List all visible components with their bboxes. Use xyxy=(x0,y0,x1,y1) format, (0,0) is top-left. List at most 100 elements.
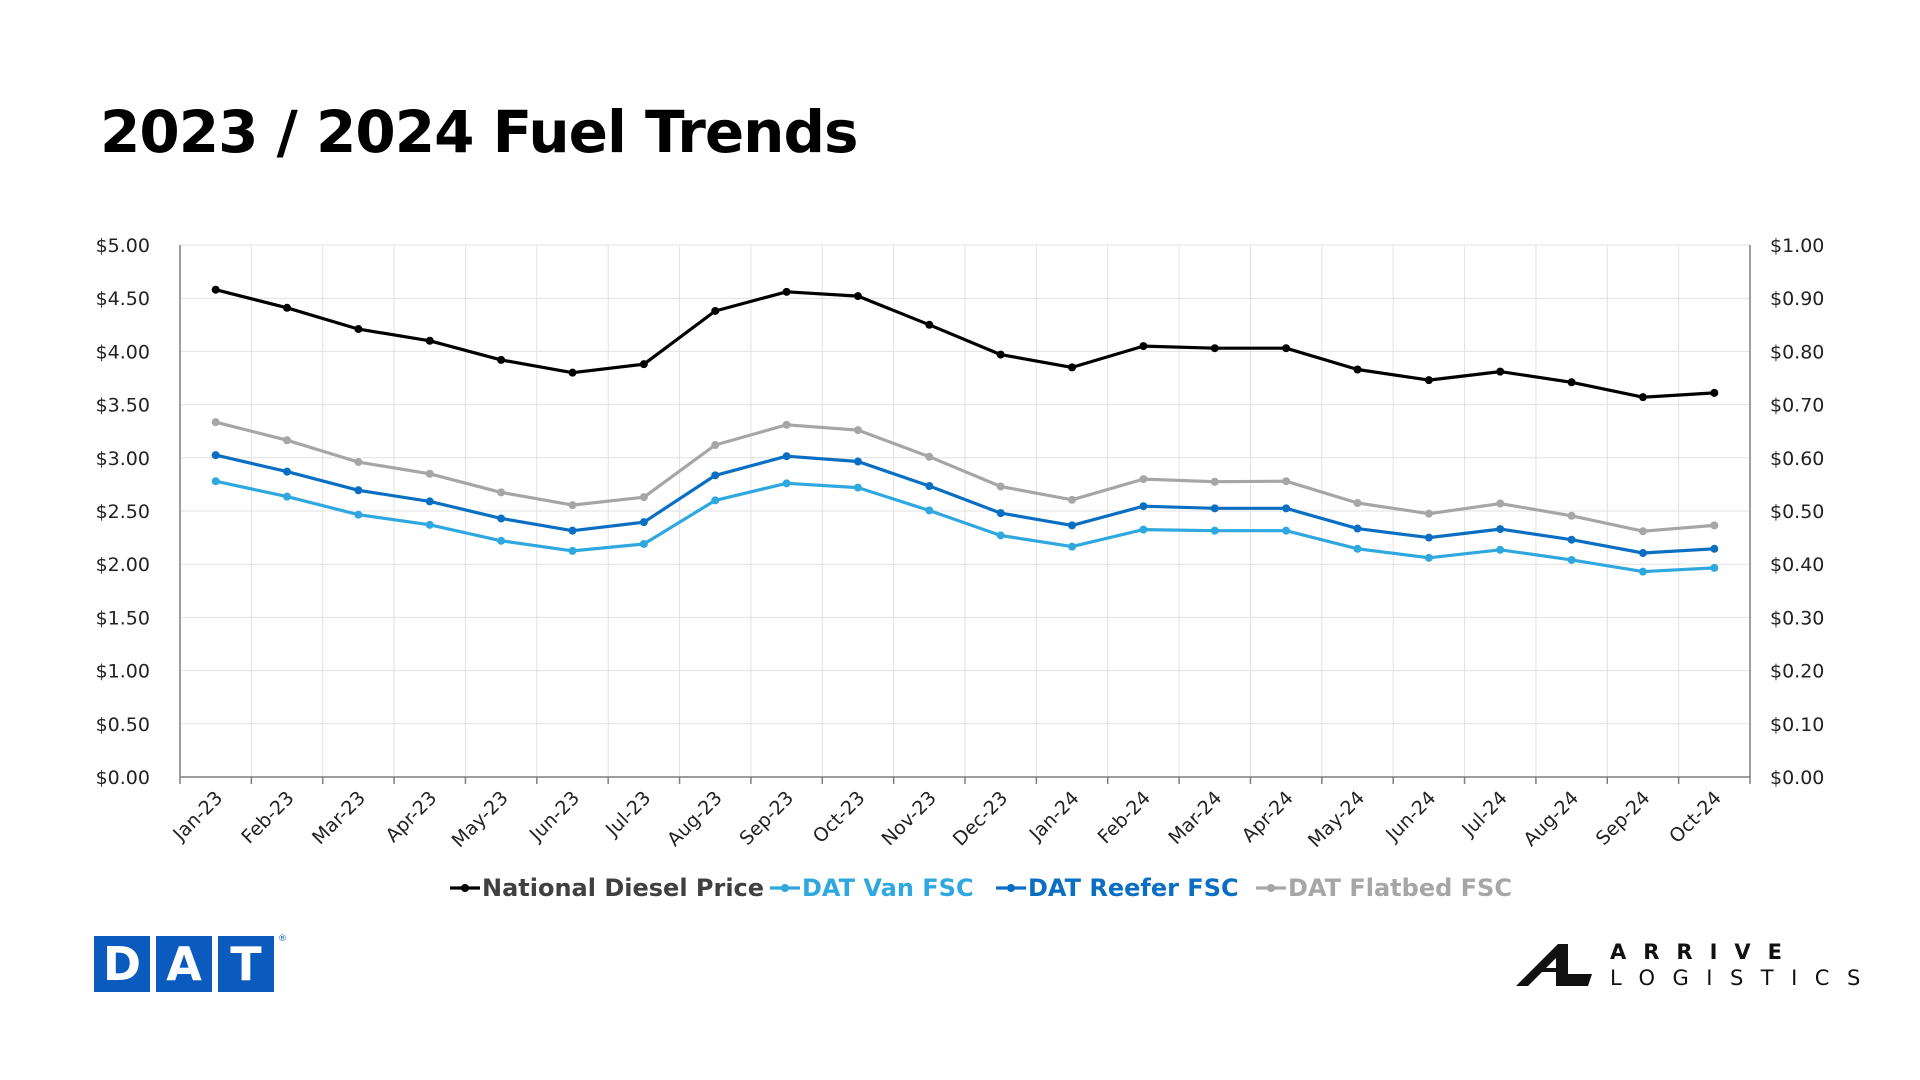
data-point xyxy=(1139,342,1148,351)
data-point xyxy=(1210,504,1219,513)
data-point xyxy=(211,477,220,486)
x-tick-label: Jan-23 xyxy=(168,787,227,846)
data-point xyxy=(782,479,791,488)
y-left-tick-label: $2.50 xyxy=(96,501,150,523)
x-tick-label: Feb-24 xyxy=(1094,787,1155,848)
data-point xyxy=(1210,526,1219,535)
axes xyxy=(179,245,1751,784)
data-point xyxy=(925,320,934,329)
data-point xyxy=(568,368,577,377)
x-tick-label: Oct-24 xyxy=(1665,787,1726,848)
series-line xyxy=(215,453,1715,555)
x-tick-label: Jun-24 xyxy=(1381,787,1440,846)
data-point xyxy=(782,420,791,429)
data-point xyxy=(1638,567,1647,576)
data-point xyxy=(425,497,434,506)
data-point xyxy=(1068,363,1077,372)
data-point xyxy=(996,482,1005,491)
data-point xyxy=(568,546,577,555)
legend-swatch-marker xyxy=(1267,884,1275,892)
data-point xyxy=(925,452,934,461)
data-point xyxy=(639,360,648,369)
arrive-logistics-logo: ARRIVE LOGISTICS xyxy=(1516,940,1878,990)
y-left-tick-label: $4.00 xyxy=(96,341,150,363)
data-point xyxy=(925,506,934,515)
data-point xyxy=(711,306,720,315)
x-tick-label: Jun-23 xyxy=(525,787,584,846)
legend-label: National Diesel Price xyxy=(482,874,764,902)
data-point xyxy=(711,441,720,450)
data-point xyxy=(639,493,648,502)
dat-logo-letter-d: D xyxy=(94,936,150,992)
data-point xyxy=(568,526,577,535)
y-right-tick-label: $0.90 xyxy=(1770,288,1824,310)
data-point xyxy=(853,292,862,301)
data-point xyxy=(925,481,934,490)
legend-item: National Diesel Price xyxy=(450,874,764,902)
y-right-tick-label: $0.70 xyxy=(1770,395,1824,417)
legend-swatch-marker xyxy=(781,884,789,892)
data-point xyxy=(996,350,1005,359)
data-point xyxy=(711,471,720,480)
data-point xyxy=(497,488,506,497)
x-tick-label: Sep-24 xyxy=(1592,787,1655,850)
data-point xyxy=(1353,544,1362,553)
y-left-tick-label: $3.50 xyxy=(96,395,150,417)
y-right-tick-label: $0.50 xyxy=(1770,501,1824,523)
x-tick-label: May-23 xyxy=(448,787,513,852)
series-dat-van-fsc xyxy=(211,477,1719,576)
data-point xyxy=(996,509,1005,518)
data-point xyxy=(1210,477,1219,486)
data-point xyxy=(1139,525,1148,534)
data-point xyxy=(996,531,1005,540)
data-point xyxy=(283,303,292,312)
series-line xyxy=(215,479,1715,574)
data-point xyxy=(211,418,220,427)
y-right-tick-label: $0.40 xyxy=(1770,554,1824,576)
fuel-trends-chart: $0.00 $0.00 $0.50 $0.10 $1.00 $0.20 $1.50 $0.30… xyxy=(96,235,1825,902)
data-point xyxy=(1424,376,1433,385)
data-point xyxy=(1638,549,1647,558)
y-left-tick-label: $1.50 xyxy=(96,607,150,629)
legend-label: DAT Van FSC xyxy=(802,874,974,902)
x-tick-label: Nov-23 xyxy=(877,787,940,850)
page-title: 2023 / 2024 Fuel Trends xyxy=(100,98,859,166)
x-tick-label: Oct-23 xyxy=(809,787,870,848)
series-national-diesel-price xyxy=(211,285,1719,402)
y-left-tick-label: $2.00 xyxy=(96,554,150,576)
x-tick-label: Sep-23 xyxy=(735,787,798,850)
data-point xyxy=(568,501,577,510)
data-point xyxy=(782,452,791,461)
data-point xyxy=(1139,475,1148,484)
legend-item: DAT Reefer FSC xyxy=(996,874,1239,902)
x-tick-label: Aug-23 xyxy=(663,787,727,851)
x-tick-label: Jul-23 xyxy=(601,787,655,841)
data-point xyxy=(1567,555,1576,564)
series-line xyxy=(215,288,1715,399)
data-point xyxy=(1068,542,1077,551)
data-point xyxy=(1210,344,1219,353)
y-right-tick-label: $0.80 xyxy=(1770,341,1824,363)
data-point xyxy=(1710,521,1719,530)
data-point xyxy=(1282,526,1291,535)
legend-item: DAT Van FSC xyxy=(770,874,974,902)
data-point xyxy=(1710,388,1719,397)
y-left-tick-label: $0.00 xyxy=(96,767,150,789)
legend: National Diesel Price DAT Van FSC DAT Reef… xyxy=(450,874,1512,902)
data-point xyxy=(354,325,363,334)
data-point xyxy=(1496,499,1505,508)
data-point xyxy=(782,287,791,296)
data-point xyxy=(497,355,506,364)
y-left-tick-label: $3.00 xyxy=(96,448,150,470)
data-point xyxy=(1496,545,1505,554)
y-left-tick-label: $5.00 xyxy=(96,235,150,257)
y-left-tick-label: $1.00 xyxy=(96,661,150,683)
data-point xyxy=(1068,495,1077,504)
dat-logo-letter-a: A xyxy=(156,936,212,992)
x-tick-label: Mar-24 xyxy=(1164,787,1226,849)
legend-label: DAT Flatbed FSC xyxy=(1288,874,1512,902)
series-dat-flatbed-fsc xyxy=(211,418,1719,536)
data-point xyxy=(1353,524,1362,533)
data-point xyxy=(354,486,363,495)
data-point xyxy=(1638,393,1647,402)
